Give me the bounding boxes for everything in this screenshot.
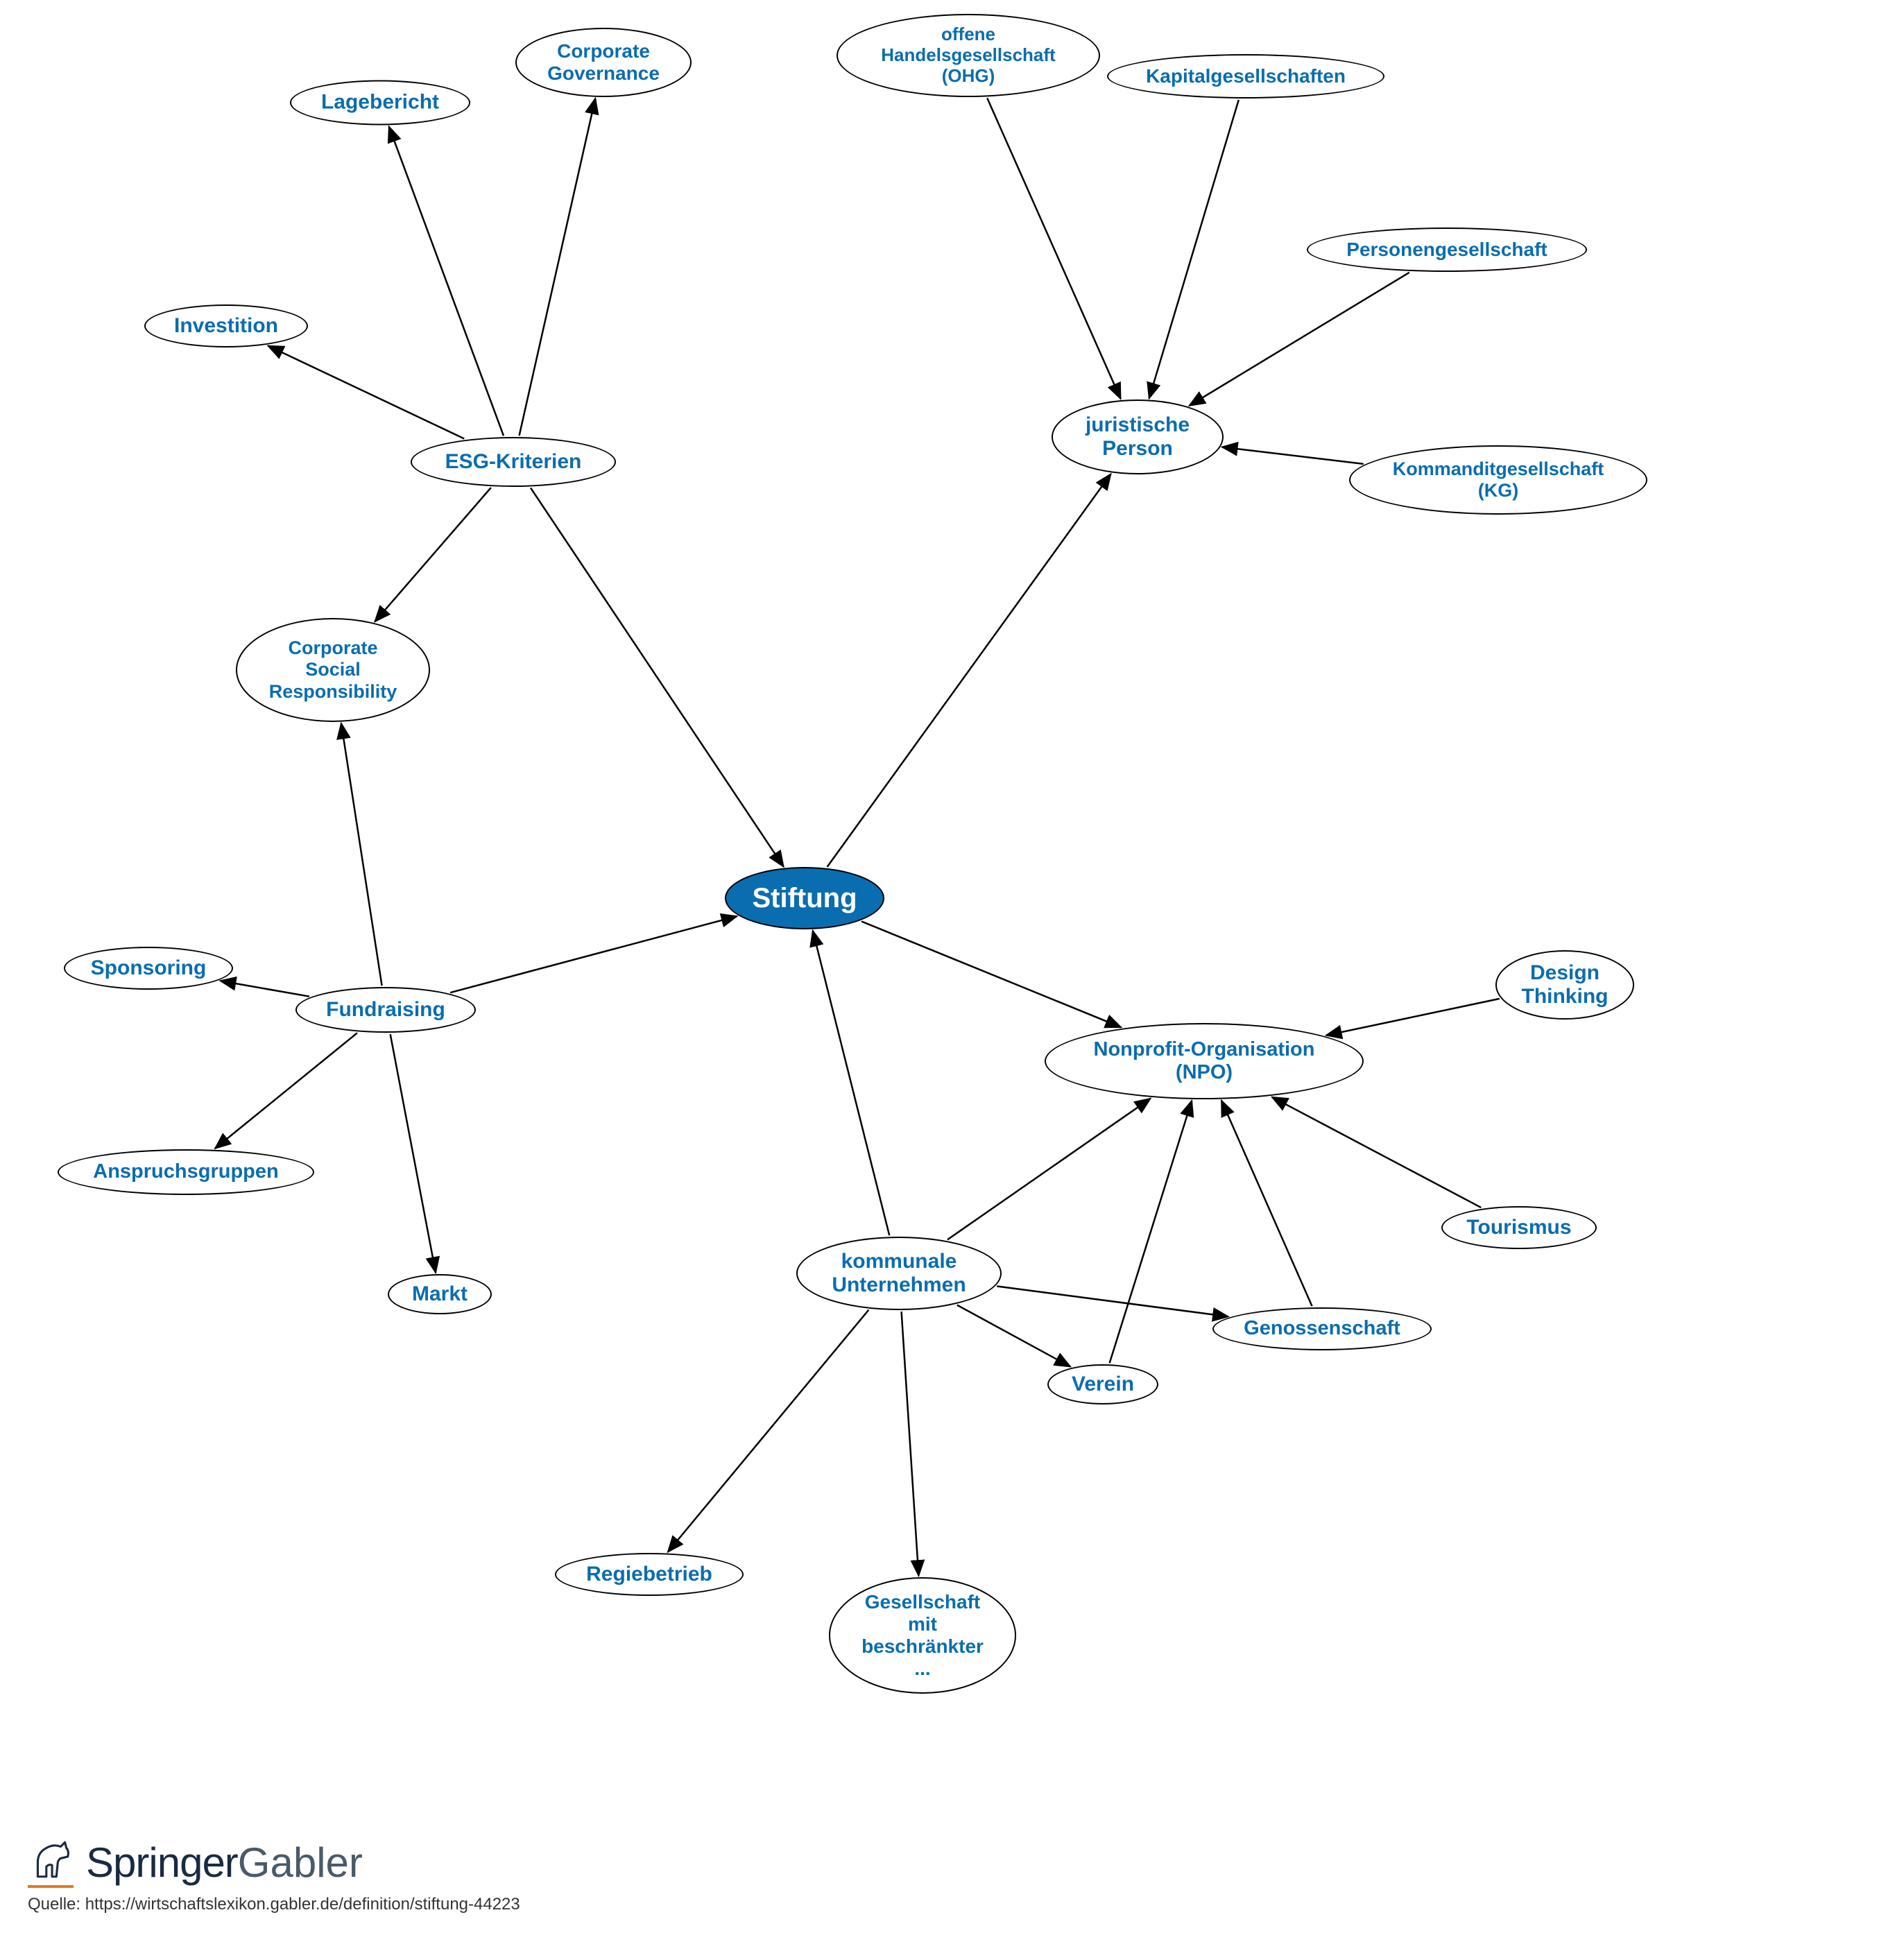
node-label: Anspruchsgruppen [93, 1160, 278, 1183]
edge-stiftung-to-npo [861, 921, 1121, 1027]
node-label: Markt [412, 1282, 468, 1307]
node-npo[interactable]: Nonprofit-Organisation(NPO) [1045, 1023, 1364, 1099]
edge-esg-to-investition [268, 346, 464, 439]
node-jperson[interactable]: juristischePerson [1052, 399, 1224, 474]
mindmap-canvas: Stiftung ESG-Kriterien Lagebericht Corporat… [0, 0, 1904, 1942]
edge-ohg-to-jperson [987, 98, 1120, 399]
node-label: Kapitalgesellschaften [1146, 65, 1346, 87]
node-label: CorporateGovernance [547, 40, 660, 85]
edge-designthink-to-npo [1326, 999, 1500, 1036]
edge-fundraising-to-anspruchsgruppen [215, 1033, 357, 1149]
node-label: kommunaleUnternehmen [832, 1250, 966, 1298]
edge-verein-to-npo [1110, 1101, 1192, 1363]
edge-stiftung-to-jperson [827, 474, 1111, 867]
edge-personenges-to-jperson [1190, 273, 1409, 406]
node-label: Stiftung [752, 882, 857, 914]
edge-kg-to-jperson [1222, 447, 1364, 464]
node-verein[interactable]: Verein [1047, 1364, 1158, 1404]
springer-horse-icon [28, 1837, 74, 1888]
node-fundraising[interactable]: Fundraising [295, 987, 476, 1033]
node-label: DesignThinking [1522, 961, 1609, 1009]
brand-logo: SpringerGabler [28, 1837, 520, 1888]
node-label: Personengesellschaft [1346, 239, 1547, 261]
node-genossenschaft[interactable]: Genossenschaft [1212, 1307, 1432, 1350]
node-corpgov[interactable]: CorporateGovernance [515, 28, 692, 97]
brand-right: Gabler [238, 1839, 363, 1886]
node-label: Kommanditgesellschaft(KG) [1393, 458, 1604, 501]
node-anspruchsgruppen[interactable]: Anspruchsgruppen [58, 1149, 314, 1195]
edge-esg-to-stiftung [531, 488, 784, 866]
edge-genossenschaft-to-npo [1221, 1101, 1312, 1306]
node-label: CorporateSocialResponsibility [269, 637, 397, 702]
edge-esg-to-lagebericht [389, 126, 504, 436]
edge-kommunale-to-verein [957, 1305, 1070, 1367]
node-gmbh[interactable]: Gesellschaftmitbeschränkter... [829, 1577, 1016, 1694]
node-personenges[interactable]: Personengesellschaft [1307, 227, 1587, 272]
edge-tourismus-to-npo [1272, 1097, 1481, 1208]
node-label: Lagebericht [321, 91, 439, 115]
node-label: Sponsoring [91, 956, 207, 981]
node-stiftung[interactable]: Stiftung [725, 867, 884, 929]
node-label: Verein [1072, 1373, 1134, 1397]
edge-fundraising-to-sponsoring [221, 981, 309, 997]
node-label: Tourismus [1466, 1216, 1571, 1240]
node-regiebetrieb[interactable]: Regiebetrieb [555, 1553, 744, 1596]
node-lagebericht[interactable]: Lagebericht [290, 80, 470, 126]
node-label: Fundraising [326, 998, 445, 1022]
node-markt[interactable]: Markt [388, 1274, 492, 1314]
node-kapital[interactable]: Kapitalgesellschaften [1107, 54, 1384, 98]
node-label: Genossenschaft [1244, 1317, 1400, 1340]
node-label: Regiebetrieb [586, 1563, 712, 1587]
node-label: offeneHandelsgesellschaft(OHG) [881, 24, 1055, 87]
edge-esg-to-corpgov [520, 98, 596, 436]
node-kg[interactable]: Kommanditgesellschaft(KG) [1349, 445, 1647, 515]
node-label: Nonprofit-Organisation(NPO) [1094, 1038, 1315, 1085]
edge-fundraising-to-stiftung [450, 916, 737, 993]
edge-kommunale-to-npo [947, 1099, 1151, 1240]
footer: SpringerGabler Quelle: https://wirtschaf… [28, 1837, 520, 1914]
node-csr[interactable]: CorporateSocialResponsibility [236, 618, 430, 722]
node-label: juristischePerson [1086, 413, 1190, 461]
edge-kapital-to-jperson [1149, 100, 1239, 399]
edge-fundraising-to-csr [341, 723, 382, 986]
edge-kommunale-to-regiebetrieb [668, 1310, 869, 1552]
node-sponsoring[interactable]: Sponsoring [64, 947, 233, 990]
edge-kommunale-to-stiftung [813, 931, 889, 1235]
node-esg[interactable]: ESG-Kriterien [411, 437, 616, 487]
node-designthink[interactable]: DesignThinking [1495, 950, 1634, 1020]
edge-fundraising-to-markt [391, 1034, 436, 1273]
edge-esg-to-csr [375, 488, 490, 621]
node-kommunale[interactable]: kommunaleUnternehmen [796, 1237, 1002, 1310]
brand-left: Springer [86, 1839, 238, 1886]
node-investition[interactable]: Investition [144, 304, 308, 347]
node-label: Investition [174, 314, 278, 338]
edge-kommunale-to-genossenschaft [997, 1287, 1228, 1317]
node-label: Gesellschaftmitbeschränkter... [861, 1591, 984, 1681]
node-ohg[interactable]: offeneHandelsgesellschaft(OHG) [837, 14, 1100, 97]
source-line: Quelle: https://wirtschaftslexikon.gable… [28, 1895, 520, 1914]
node-label: ESG-Kriterien [445, 450, 582, 474]
edge-kommunale-to-gmbh [902, 1312, 919, 1576]
node-tourismus[interactable]: Tourismus [1441, 1206, 1597, 1249]
